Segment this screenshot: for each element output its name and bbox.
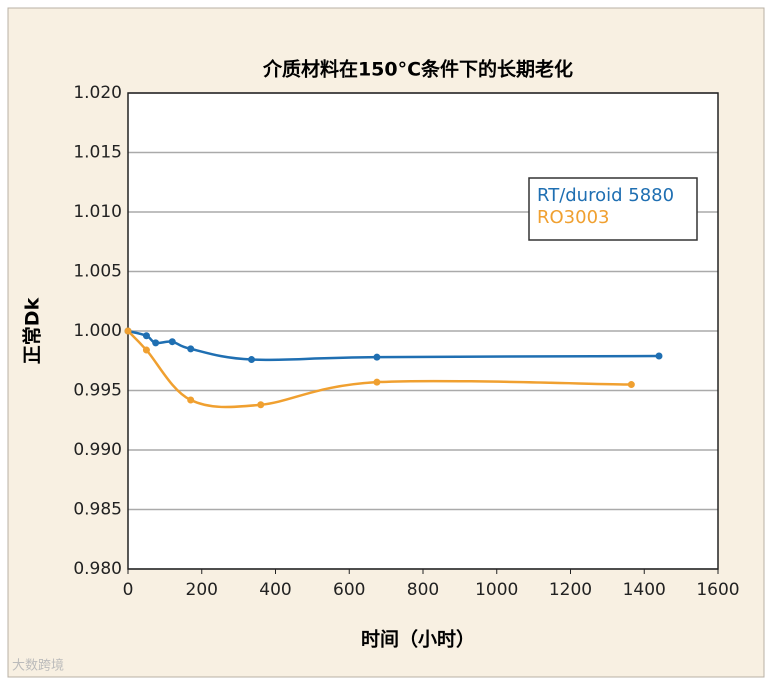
legend-label: RO3003 <box>537 207 609 228</box>
point <box>124 327 132 335</box>
x-tick-label: 200 <box>186 580 218 600</box>
point <box>257 401 265 409</box>
point <box>142 332 150 340</box>
x-tick-label: 400 <box>259 580 291 600</box>
point <box>373 353 381 361</box>
point <box>627 381 635 389</box>
point <box>187 345 195 353</box>
y-axis-title: 正常Dk <box>21 297 44 364</box>
x-tick-label: 1200 <box>549 580 592 600</box>
x-tick-label: 1400 <box>623 580 666 600</box>
y-tick-label: 1.010 <box>73 202 122 222</box>
point <box>142 346 150 354</box>
point <box>373 378 381 386</box>
point <box>655 352 663 360</box>
point <box>152 339 160 347</box>
y-tick-label: 1.000 <box>73 321 122 341</box>
point <box>248 356 256 364</box>
y-tick-label: 1.020 <box>73 83 122 103</box>
y-tick-label: 0.985 <box>73 500 122 520</box>
x-tick-label: 0 <box>123 580 134 600</box>
watermark: 大数跨境 <box>12 659 64 674</box>
y-tick-label: 1.005 <box>73 262 122 282</box>
chart-title: 介质材料在150°C条件下的长期老化 <box>262 58 573 81</box>
point <box>168 338 176 346</box>
x-tick-label: 800 <box>407 580 439 600</box>
x-tick-label: 1600 <box>696 580 739 600</box>
x-tick-label: 600 <box>333 580 365 600</box>
x-axis-title: 时间（小时） <box>361 628 475 651</box>
y-tick-label: 0.980 <box>73 559 122 579</box>
x-tick-label: 1000 <box>475 580 518 600</box>
legend-box <box>528 177 698 241</box>
y-tick-label: 1.015 <box>73 143 122 163</box>
legend-label: RT/duroid 5880 <box>537 185 674 206</box>
y-tick-label: 0.990 <box>73 440 122 460</box>
point <box>187 396 195 404</box>
y-tick-label: 0.995 <box>73 381 122 401</box>
